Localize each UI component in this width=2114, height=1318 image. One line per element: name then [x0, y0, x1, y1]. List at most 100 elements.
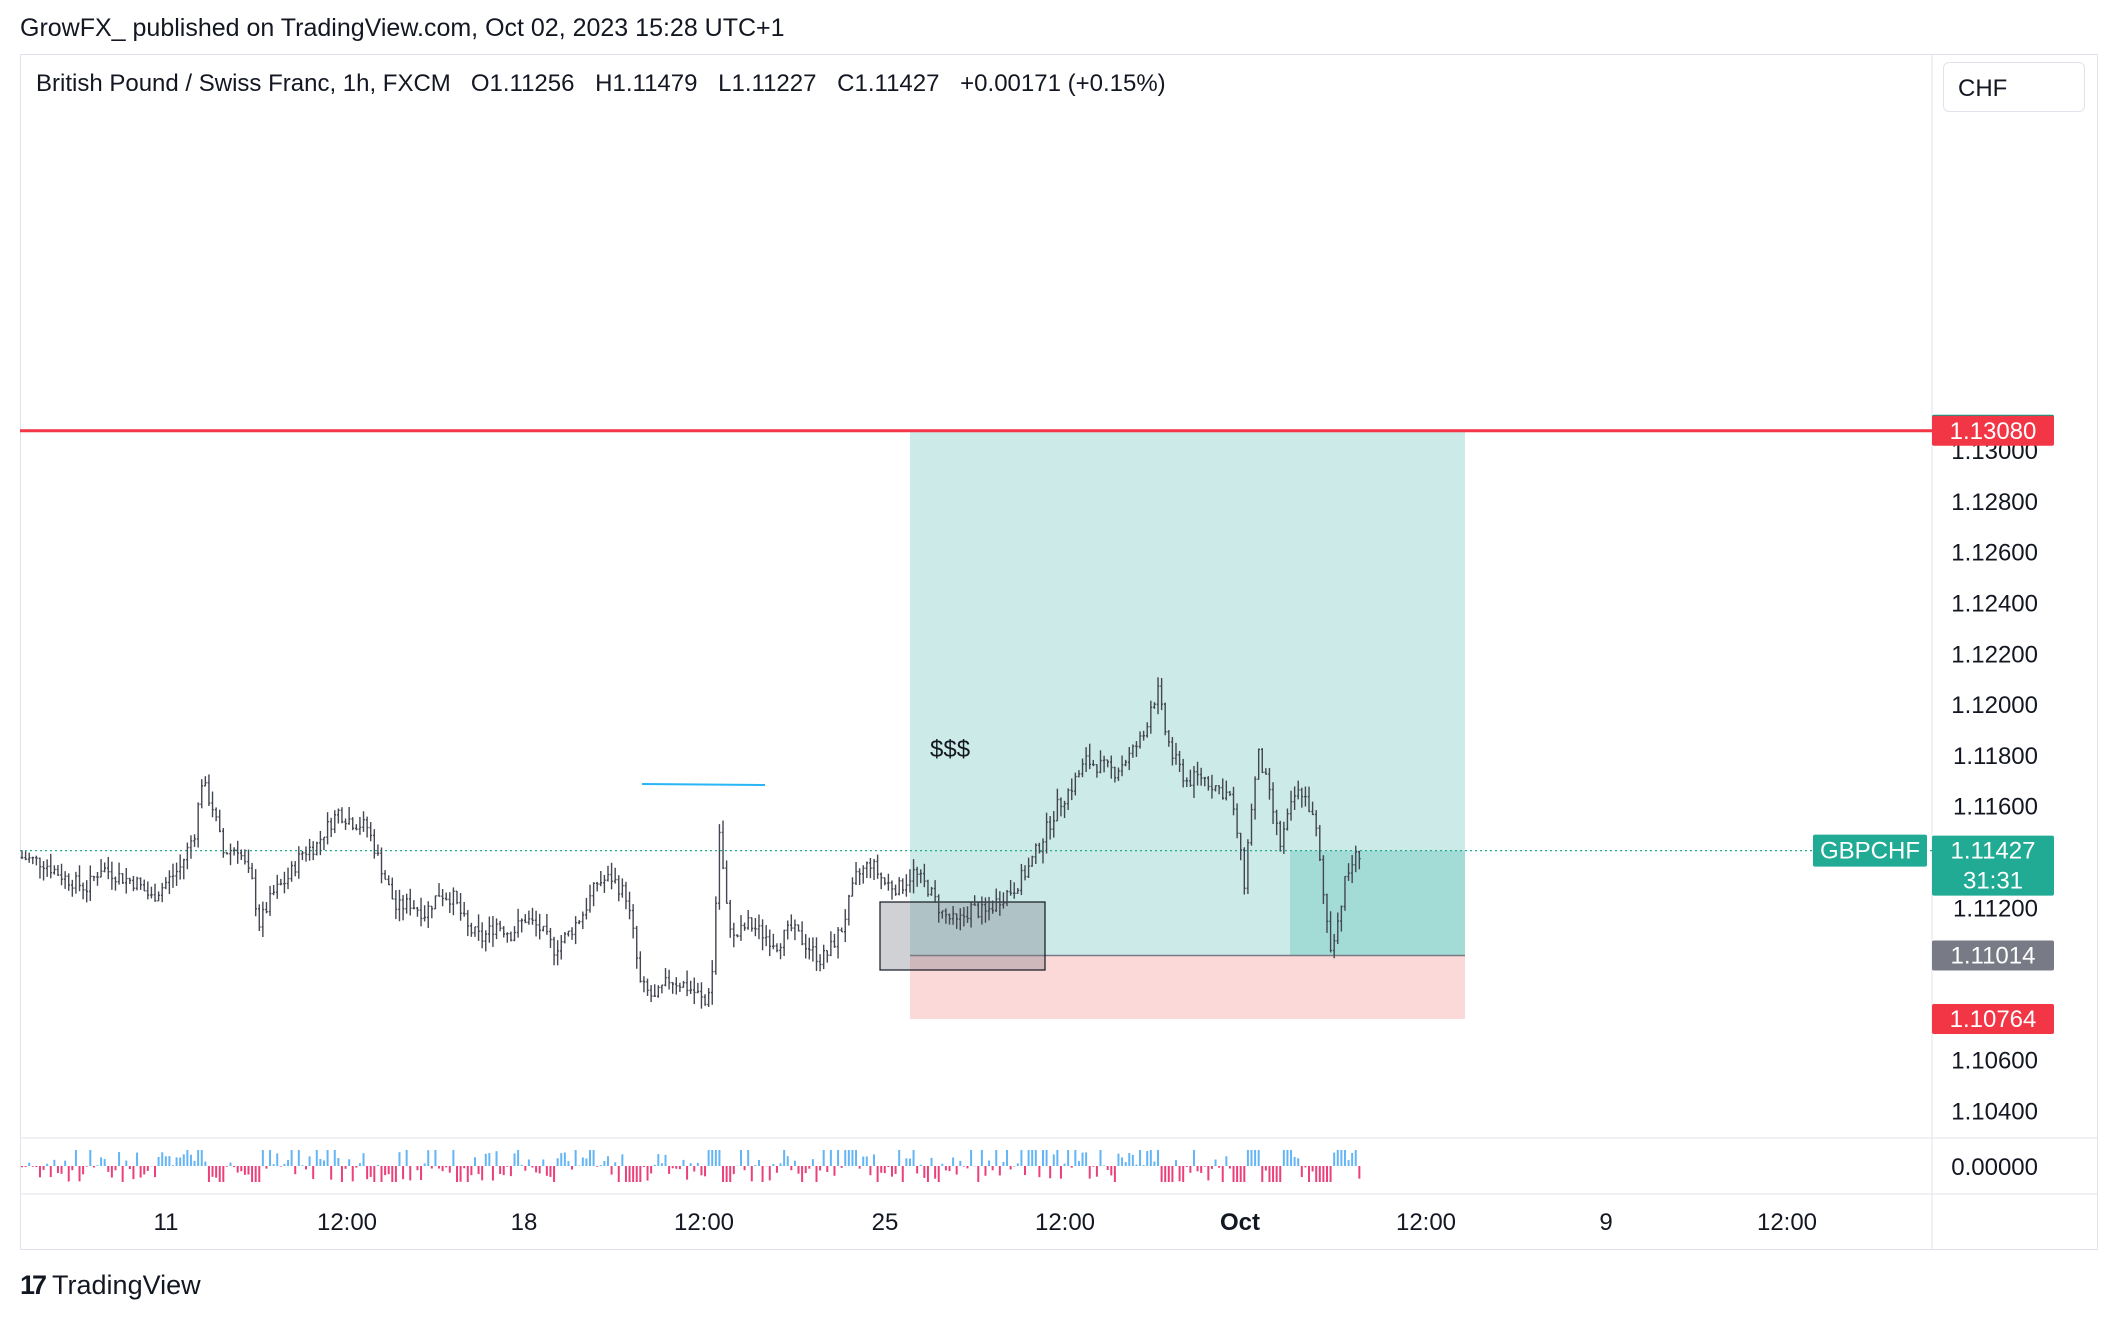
oscillator-bar [215, 1166, 218, 1178]
oscillator-bar [549, 1166, 552, 1177]
oscillator-bar [894, 1166, 897, 1174]
oscillator-bar [617, 1166, 620, 1182]
price-tick-label: 1.12400 [1951, 591, 2038, 618]
tradingview-logo[interactable]: 17 TradingView [20, 1270, 201, 1301]
oscillator-bar [409, 1166, 412, 1181]
oscillator-bar [455, 1166, 458, 1182]
oscillator-bar [96, 1165, 99, 1166]
oscillator-bar [693, 1166, 696, 1172]
oscillator-bar [1146, 1151, 1149, 1166]
oscillator-bar [1264, 1166, 1267, 1171]
oscillator-bar [1254, 1150, 1257, 1166]
oscillator-bar [60, 1166, 63, 1174]
oscillator-bar [1171, 1166, 1174, 1182]
oscillator-bar [164, 1156, 167, 1166]
price-tag-bg [1932, 415, 2054, 446]
oscillator-bar [786, 1156, 789, 1166]
oscillator-bar [560, 1153, 563, 1166]
oscillator-bar [1135, 1164, 1138, 1166]
oscillator-bar [901, 1166, 904, 1182]
oscillator-bar [143, 1166, 146, 1175]
oscillator-bar [1099, 1150, 1102, 1166]
oscillator-bar [689, 1163, 692, 1166]
oscillator-bar [420, 1166, 423, 1181]
oscillator-bar [1207, 1166, 1210, 1181]
oscillator-bar [438, 1166, 441, 1169]
oscillator-bar [1246, 1150, 1249, 1166]
oscillator-bar [233, 1166, 236, 1168]
oscillator-bar [542, 1159, 545, 1166]
oscillator-bar [416, 1166, 419, 1171]
oscillator-bar [283, 1163, 286, 1166]
oscillator-bar [1124, 1162, 1127, 1166]
oscillator-bar [599, 1165, 602, 1166]
oscillator-bar [822, 1150, 825, 1166]
oscillator-bar [535, 1166, 538, 1173]
oscillator-bar [1268, 1166, 1271, 1182]
oscillator-bar [772, 1163, 775, 1166]
oscillator-bar [1218, 1166, 1221, 1168]
currency-button[interactable]: CHF [1943, 62, 2085, 112]
oscillator-bar [1290, 1150, 1293, 1166]
oscillator-bar [686, 1166, 689, 1180]
oscillator-bar [46, 1163, 49, 1166]
oscillator-bar [103, 1159, 106, 1166]
oscillator-bar [254, 1166, 257, 1182]
oscillator-bar [991, 1166, 994, 1171]
oscillator-bar [1002, 1161, 1005, 1166]
oscillator-bar [862, 1156, 865, 1166]
oscillator-bar [294, 1166, 297, 1175]
oscillator-bar [592, 1150, 595, 1166]
oscillator-bar [826, 1166, 829, 1173]
oscillator-bar [614, 1162, 617, 1166]
oscillator-bar [801, 1166, 804, 1182]
oscillator-bar [606, 1156, 609, 1166]
oscillator-bar [610, 1166, 613, 1175]
oscillator-bar [1142, 1165, 1145, 1166]
oscillator-bar [128, 1166, 131, 1170]
price-tag-bg [1932, 940, 2054, 971]
oscillator-bar [1286, 1150, 1289, 1166]
oscillator-bar [642, 1166, 645, 1168]
oscillator-bar [1333, 1152, 1336, 1166]
oscillator-bar [423, 1163, 426, 1166]
oscillator-bar [855, 1150, 858, 1166]
oscillator-bar [768, 1166, 771, 1181]
oscillator-bar [887, 1166, 890, 1168]
oscillator-bar [1074, 1150, 1077, 1166]
oscillator-bar [632, 1166, 635, 1182]
oscillator-bar [1196, 1166, 1199, 1172]
oscillator-bar [1106, 1166, 1109, 1170]
oscillator-bar [567, 1161, 570, 1166]
oscillator-bar [1322, 1166, 1325, 1182]
order-block-box [879, 901, 1046, 971]
oscillator-bar [1085, 1152, 1088, 1166]
oscillator-bar [301, 1165, 304, 1166]
oscillator-bar [1347, 1160, 1350, 1166]
oscillator-bar [1282, 1150, 1285, 1166]
oscillator-bar [660, 1163, 663, 1166]
oscillator-bar [132, 1166, 135, 1180]
oscillator-bar [984, 1166, 987, 1176]
oscillator-bar [506, 1166, 509, 1167]
oscillator-bar [337, 1158, 340, 1166]
price-tick-label: 1.12800 [1951, 489, 2038, 516]
oscillator-bar [682, 1159, 685, 1166]
time-tick-label: 25 [872, 1209, 899, 1236]
oscillator-bar [671, 1166, 674, 1169]
oscillator-bar [937, 1166, 940, 1182]
oscillator-bar [67, 1166, 70, 1182]
oscillator-bar [107, 1166, 110, 1172]
oscillator-bar [1095, 1166, 1098, 1177]
oscillator-bar [995, 1150, 998, 1166]
oscillator-bar [441, 1166, 444, 1172]
oscillator-bar [402, 1166, 405, 1180]
oscillator-bar [405, 1150, 408, 1166]
oscillator-bar [811, 1159, 814, 1166]
oscillator-bar [384, 1166, 387, 1176]
open-value: 1.11256 [489, 70, 575, 97]
liquidity-line [641, 783, 766, 786]
oscillator-bar [488, 1153, 491, 1166]
oscillator-bar [1210, 1166, 1213, 1169]
